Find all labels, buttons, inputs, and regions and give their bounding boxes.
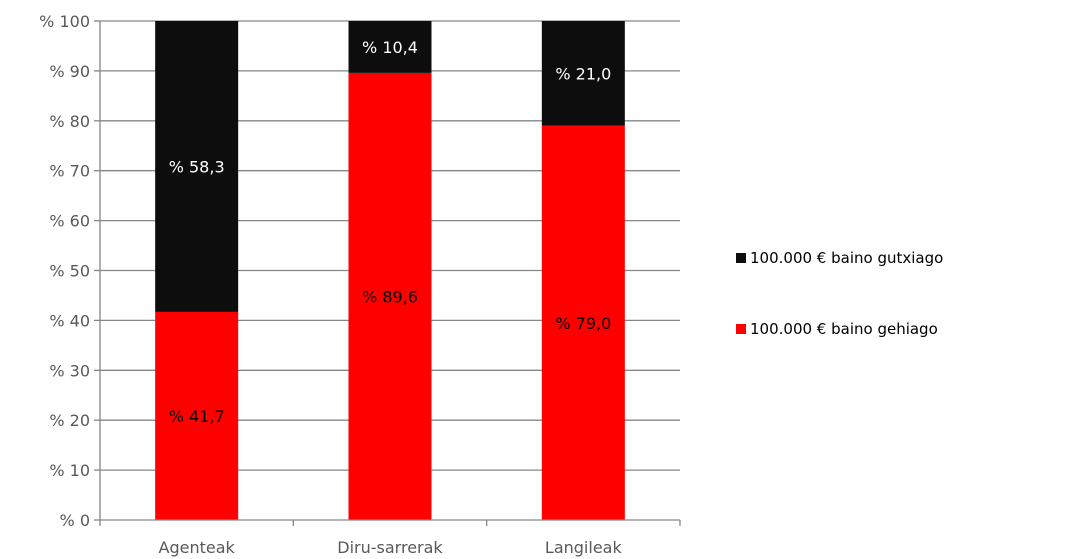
y-tick-label: % 20 bbox=[49, 411, 90, 430]
y-tick-label: % 0 bbox=[60, 511, 90, 530]
legend-label: 100.000 € baino gehiago bbox=[750, 320, 938, 338]
data-label: % 89,6 bbox=[362, 287, 418, 306]
y-axis-tick-labels: % 0 % 10 % 20 % 30 % 40 % 50 % 60 % 70 % 80 % 90%… bbox=[39, 12, 90, 530]
y-tick-label: % 40 bbox=[49, 311, 90, 330]
data-label: % 79,0 bbox=[555, 314, 611, 333]
bar-agenteak-series-1 bbox=[155, 311, 239, 520]
legend-swatch bbox=[736, 324, 746, 334]
legend-swatch bbox=[736, 253, 746, 263]
bar-diru-sarrerak-series-2 bbox=[348, 21, 432, 73]
y-tick-label: % 100 bbox=[39, 12, 90, 31]
x-axis-category-labels: Agenteak Diru-sarrerak Langileak bbox=[159, 538, 623, 557]
x-category-label: Agenteak bbox=[159, 538, 236, 557]
y-tick-label: % 10 bbox=[49, 461, 90, 480]
bar-agenteak-series-2 bbox=[155, 21, 239, 312]
y-tick-label: % 90 bbox=[49, 62, 90, 81]
bars: % 41,7 % 58,3 % 89,6 % 10,4 % 79,0 % 21,0 bbox=[155, 21, 625, 521]
y-tick-label: % 60 bbox=[49, 212, 90, 231]
legend-label: 100.000 € baino gutxiago bbox=[750, 249, 943, 267]
data-label: % 21,0 bbox=[555, 64, 611, 83]
data-label: % 10,4 bbox=[362, 38, 418, 57]
y-tick-label: % 30 bbox=[49, 361, 90, 380]
legend: 100.000 € baino gutxiago 100.000 € baino … bbox=[736, 249, 943, 338]
x-category-label: Diru-sarrerak bbox=[337, 538, 443, 557]
y-tick-label: % 80 bbox=[49, 112, 90, 131]
bar-diru-sarrerak-series-1 bbox=[348, 72, 432, 521]
data-label: % 58,3 bbox=[169, 157, 225, 176]
bar-langileak-series-1 bbox=[541, 125, 625, 520]
x-category-label: Langileak bbox=[545, 538, 623, 557]
y-tick-label: % 70 bbox=[49, 162, 90, 181]
axes bbox=[94, 20, 681, 526]
y-tick-label: % 50 bbox=[49, 262, 90, 281]
bar-langileak-series-2 bbox=[541, 21, 625, 126]
data-label: % 41,7 bbox=[169, 407, 225, 426]
